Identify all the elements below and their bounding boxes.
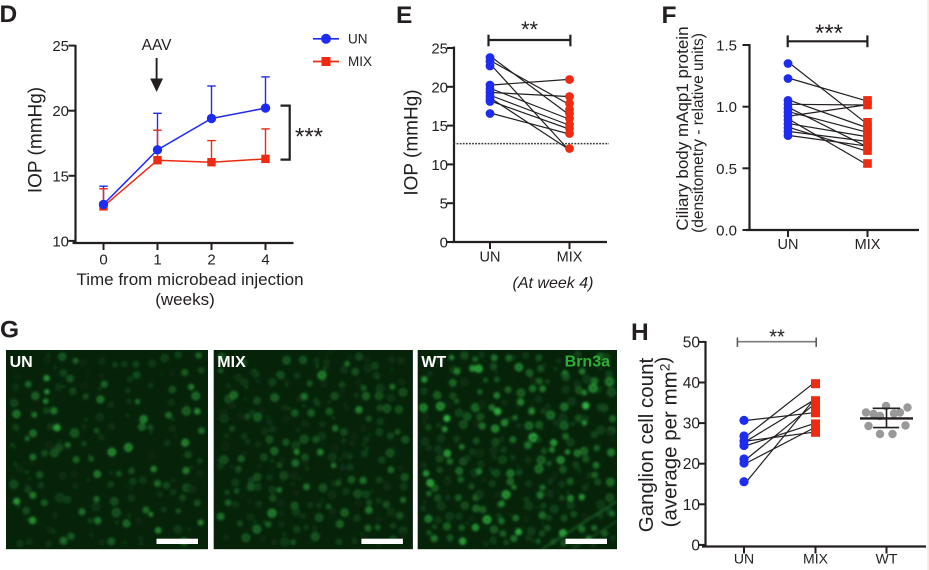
svg-text:10: 10 xyxy=(431,157,448,174)
svg-text:0: 0 xyxy=(440,235,448,252)
svg-text:10: 10 xyxy=(52,233,69,250)
svg-text:MIX: MIX xyxy=(855,237,881,253)
svg-text:UN: UN xyxy=(734,551,754,567)
svg-text:MIX: MIX xyxy=(803,551,829,567)
svg-text:0.0: 0.0 xyxy=(716,223,737,240)
svg-text:10: 10 xyxy=(683,497,701,514)
svg-text:1.0: 1.0 xyxy=(716,99,737,116)
svg-text:15: 15 xyxy=(431,118,448,135)
svg-text:30: 30 xyxy=(683,416,701,433)
svg-text:4: 4 xyxy=(261,252,269,269)
svg-text:25: 25 xyxy=(52,38,69,55)
svg-text:(At week 4): (At week 4) xyxy=(513,275,594,292)
svg-text:15: 15 xyxy=(52,168,69,185)
svg-text:UN: UN xyxy=(778,237,799,253)
svg-text:5: 5 xyxy=(440,196,448,213)
svg-text:UN: UN xyxy=(480,250,501,266)
svg-text:E: E xyxy=(396,2,412,29)
svg-text:G: G xyxy=(0,317,19,344)
svg-text:20: 20 xyxy=(52,103,69,120)
svg-text:IOP (mmHg): IOP (mmHg) xyxy=(402,89,423,195)
svg-text:**: ** xyxy=(769,327,785,349)
svg-text:UN: UN xyxy=(10,354,33,371)
svg-text:Brn3a: Brn3a xyxy=(565,354,610,371)
svg-text:40: 40 xyxy=(683,375,701,392)
svg-text:Ganglion cell count: Ganglion cell count xyxy=(635,358,658,533)
svg-text:MIX: MIX xyxy=(348,54,372,69)
svg-text:1: 1 xyxy=(153,252,161,269)
svg-text:WT: WT xyxy=(876,551,898,567)
svg-text:(densitometry - relative units: (densitometry - relative units) xyxy=(690,33,707,233)
svg-text:***: *** xyxy=(295,124,323,151)
svg-text:**: ** xyxy=(521,17,539,42)
svg-text:0.5: 0.5 xyxy=(716,161,737,178)
svg-text:D: D xyxy=(0,1,17,28)
svg-text:MIX: MIX xyxy=(217,354,246,371)
svg-text:***: *** xyxy=(815,20,843,47)
svg-text:0: 0 xyxy=(99,252,107,269)
svg-text:20: 20 xyxy=(683,456,701,473)
svg-text:H: H xyxy=(631,319,649,346)
svg-text:2: 2 xyxy=(207,252,215,269)
svg-text:Ciliary body mAqp1 protein: Ciliary body mAqp1 protein xyxy=(673,26,692,230)
svg-text:WT: WT xyxy=(421,354,446,371)
svg-text:Time from microbead injection: Time from microbead injection xyxy=(76,270,303,289)
svg-text:25: 25 xyxy=(431,41,448,58)
svg-text:AAV: AAV xyxy=(142,37,173,54)
svg-text:MIX: MIX xyxy=(557,250,583,266)
svg-text:0: 0 xyxy=(691,537,700,554)
svg-text:F: F xyxy=(662,2,677,29)
svg-text:1.5: 1.5 xyxy=(716,38,737,55)
svg-text:(weeks): (weeks) xyxy=(155,290,215,309)
svg-text:50: 50 xyxy=(683,334,701,351)
svg-text:20: 20 xyxy=(431,79,448,96)
svg-text:IOP (mmHg): IOP (mmHg) xyxy=(26,87,47,193)
svg-text:UN: UN xyxy=(348,32,368,47)
